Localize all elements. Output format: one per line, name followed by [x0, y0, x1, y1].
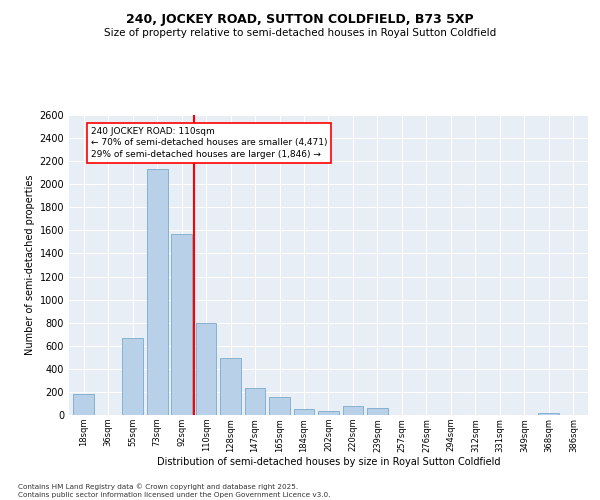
Text: Size of property relative to semi-detached houses in Royal Sutton Coldfield: Size of property relative to semi-detach…	[104, 28, 496, 38]
Bar	[538, 412, 559, 415]
Text: 240, JOCKEY ROAD, SUTTON COLDFIELD, B73 5XP: 240, JOCKEY ROAD, SUTTON COLDFIELD, B73 …	[126, 12, 474, 26]
X-axis label: Distribution of semi-detached houses by size in Royal Sutton Coldfield: Distribution of semi-detached houses by …	[157, 458, 500, 468]
Bar	[171, 234, 192, 415]
Bar	[367, 408, 388, 415]
Y-axis label: Number of semi-detached properties: Number of semi-detached properties	[25, 175, 35, 355]
Bar	[245, 388, 265, 415]
Text: Contains HM Land Registry data © Crown copyright and database right 2025.
Contai: Contains HM Land Registry data © Crown c…	[18, 483, 331, 498]
Bar	[293, 408, 314, 415]
Bar	[122, 338, 143, 415]
Text: 240 JOCKEY ROAD: 110sqm
← 70% of semi-detached houses are smaller (4,471)
29% of: 240 JOCKEY ROAD: 110sqm ← 70% of semi-de…	[91, 126, 328, 159]
Bar	[343, 406, 364, 415]
Bar	[318, 411, 339, 415]
Bar	[269, 396, 290, 415]
Bar	[196, 322, 217, 415]
Bar	[220, 358, 241, 415]
Bar	[73, 394, 94, 415]
Bar	[147, 169, 167, 415]
